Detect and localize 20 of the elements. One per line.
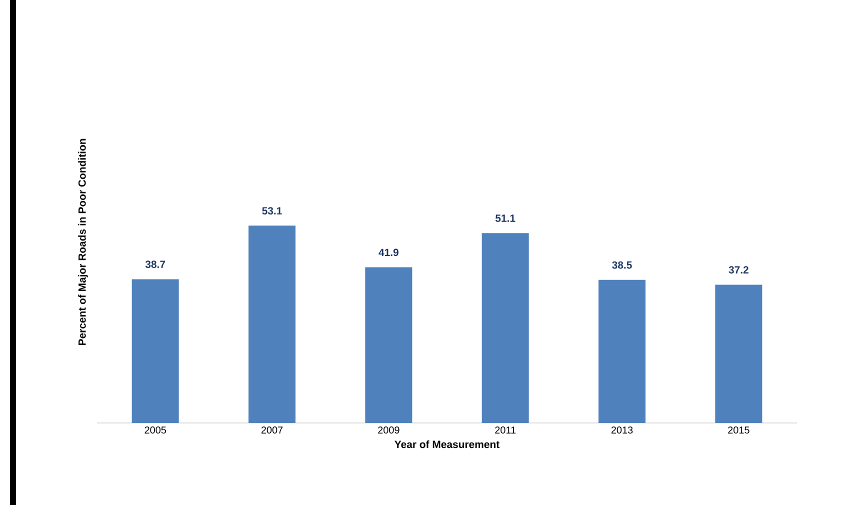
x-tick-label: 2005 [144,426,166,434]
data-label: 37.2 [728,266,748,274]
data-label: 38.7 [145,260,166,268]
data-label: 38.5 [612,261,632,269]
x-tick-label: 2011 [495,426,516,434]
data-label: 41.9 [378,248,398,256]
bar [715,284,762,423]
x-tick-label: 2015 [728,426,750,434]
x-tick-label: 2007 [261,426,283,434]
bar [132,279,179,423]
data-label: 51.1 [495,214,516,222]
data-label: 53.1 [262,207,282,214]
x-axis-title: Year of Measurement [394,440,500,448]
bar [482,233,529,423]
bar [248,226,296,423]
x-tick-label: 2009 [378,426,400,434]
y-axis-title: Percent of Major Roads in Poor Condition [78,138,88,346]
bar [598,280,646,423]
x-tick-label: 2013 [611,426,633,434]
bar [365,267,412,423]
